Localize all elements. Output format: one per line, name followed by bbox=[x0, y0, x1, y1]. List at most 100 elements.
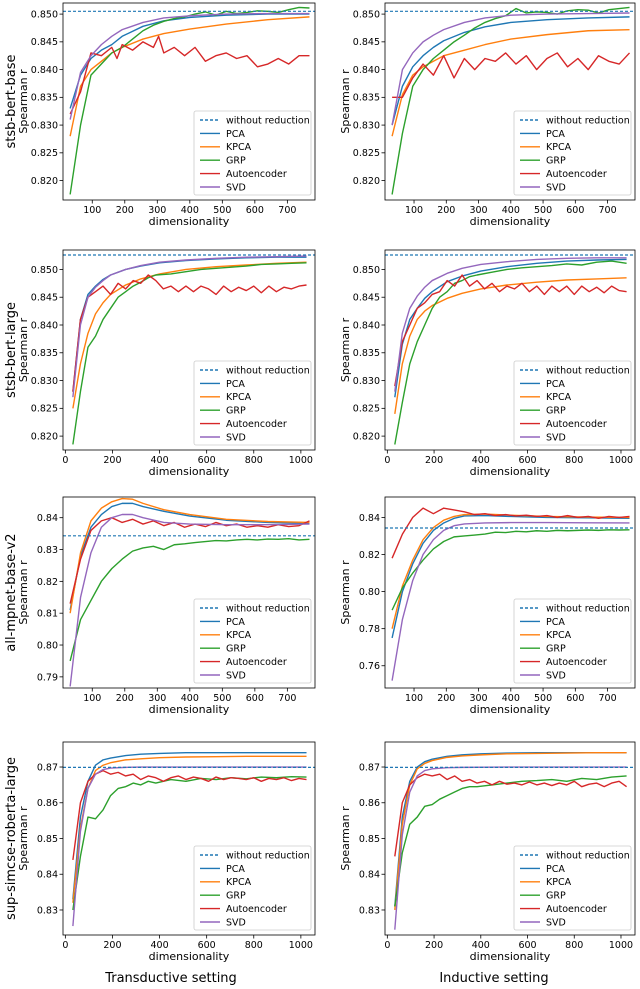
y-tick-label: 0.825 bbox=[31, 404, 58, 415]
series-group bbox=[63, 6, 315, 195]
legend-label-kpca: KPCA bbox=[546, 877, 572, 888]
x-tick-label: 0 bbox=[384, 940, 390, 951]
legend-label-svd: SVD bbox=[546, 917, 566, 928]
y-tick-label: 0.80 bbox=[359, 587, 380, 598]
legend-label-svd: SVD bbox=[226, 917, 246, 928]
x-tick-label: 0 bbox=[62, 940, 68, 951]
series-line-svd bbox=[394, 257, 627, 392]
row-label-model: stsb-bert-base bbox=[4, 55, 19, 149]
series-group bbox=[385, 507, 635, 681]
y-tick-label: 0.86 bbox=[359, 798, 380, 809]
y-tick-label: 0.845 bbox=[353, 293, 380, 304]
series-group bbox=[385, 254, 635, 445]
x-tick-label: 400 bbox=[502, 693, 520, 704]
legend-label-svd: SVD bbox=[546, 182, 566, 193]
y-tick-label: 0.850 bbox=[31, 265, 58, 276]
x-tick-label: 700 bbox=[599, 693, 617, 704]
series-line-pca bbox=[69, 502, 310, 611]
x-tick-label: 200 bbox=[103, 940, 121, 951]
x-tick-label: 600 bbox=[198, 940, 216, 951]
x-tick-label: 800 bbox=[245, 455, 263, 466]
x-tick-label: 400 bbox=[150, 940, 168, 951]
series-line-kpca bbox=[391, 513, 630, 629]
legend: without reduction PCA KPCA GRP Autoencoder SV… bbox=[193, 598, 312, 684]
y-axis-label: Spearman r bbox=[17, 806, 30, 871]
legend-label-without-reduction: without reduction bbox=[226, 850, 310, 861]
series-line-autoencoder bbox=[394, 773, 627, 857]
legend-label-grp: GRP bbox=[546, 156, 566, 167]
y-axis-label: Spearman r bbox=[339, 806, 352, 871]
y-tick-label: 0.830 bbox=[31, 376, 58, 387]
x-axis-label: dimensionality bbox=[149, 950, 230, 963]
x-tick-label: 500 bbox=[213, 205, 231, 216]
series-line-svd bbox=[72, 255, 307, 398]
x-axis-label: dimensionality bbox=[470, 465, 551, 478]
series-line-grp bbox=[394, 775, 627, 907]
y-tick-label: 0.845 bbox=[31, 37, 58, 48]
x-tick-label: 600 bbox=[518, 455, 536, 466]
legend: without reduction PCA KPCA GRP Autoencoder SV… bbox=[513, 110, 632, 196]
y-tick-label: 0.82 bbox=[37, 577, 58, 588]
legend-label-grp: GRP bbox=[546, 644, 566, 655]
x-tick-label: 0 bbox=[384, 455, 390, 466]
series-group bbox=[385, 6, 635, 195]
y-tick-label: 0.79 bbox=[37, 672, 58, 683]
series-line-svd bbox=[391, 12, 630, 126]
x-tick-label: 1000 bbox=[609, 455, 633, 466]
y-tick-label: 0.84 bbox=[359, 870, 380, 881]
legend-label-pca: PCA bbox=[226, 864, 245, 875]
x-tick-label: 400 bbox=[502, 205, 520, 216]
x-tick-label: 400 bbox=[472, 940, 490, 951]
x-axis-label: dimensionality bbox=[149, 215, 230, 228]
legend-label-grp: GRP bbox=[546, 406, 566, 417]
x-tick-label: 300 bbox=[148, 205, 166, 216]
series-line-kpca bbox=[394, 752, 627, 911]
legend-label-svd: SVD bbox=[546, 670, 566, 681]
x-axis-label: dimensionality bbox=[149, 703, 230, 716]
y-tick-label: 0.835 bbox=[31, 93, 58, 104]
series-line-svd bbox=[72, 766, 307, 927]
y-axis-label: Spearman r bbox=[17, 317, 30, 382]
x-tick-label: 200 bbox=[425, 455, 443, 466]
series-line-kpca bbox=[394, 277, 627, 414]
y-tick-label: 0.830 bbox=[353, 376, 380, 387]
legend-label-kpca: KPCA bbox=[226, 142, 252, 153]
x-tick-label: 500 bbox=[534, 693, 552, 704]
series-line-svd bbox=[69, 12, 310, 120]
series-group bbox=[63, 254, 315, 445]
chart-stsb-bert-base-transductive: 100 200 300 400 500 600 700 0.820 0.825 0.830 0.83… bbox=[4, 2, 316, 228]
y-tick-label: 0.78 bbox=[359, 624, 380, 635]
chart-stsb-bert-large-transductive: 0 200 400 600 800 1000 0.820 0.825 0.830 0.835 0.8… bbox=[4, 249, 316, 478]
series-line-autoencoder bbox=[391, 507, 630, 559]
x-tick-label: 400 bbox=[472, 455, 490, 466]
x-tick-label: 300 bbox=[469, 205, 487, 216]
x-tick-label: 500 bbox=[213, 693, 231, 704]
series-line-grp bbox=[391, 529, 630, 611]
x-tick-label: 600 bbox=[518, 940, 536, 951]
y-tick-label: 0.850 bbox=[353, 265, 380, 276]
legend-label-grp: GRP bbox=[226, 156, 246, 167]
legend-label-kpca: KPCA bbox=[226, 392, 252, 403]
legend-label-without-reduction: without reduction bbox=[546, 115, 630, 126]
legend-box bbox=[193, 845, 312, 931]
y-tick-label: 0.85 bbox=[37, 834, 58, 845]
y-tick-label: 0.82 bbox=[359, 550, 380, 561]
x-tick-label: 600 bbox=[198, 455, 216, 466]
legend: without reduction PCA KPCA GRP Autoencoder SV… bbox=[513, 360, 632, 446]
x-tick-label: 600 bbox=[566, 205, 584, 216]
x-tick-label: 100 bbox=[405, 693, 423, 704]
series-line-autoencoder bbox=[72, 274, 307, 392]
y-axis-label: Spearman r bbox=[17, 560, 30, 625]
x-tick-label: 300 bbox=[469, 693, 487, 704]
y-tick-label: 0.825 bbox=[353, 404, 380, 415]
x-tick-label: 100 bbox=[405, 205, 423, 216]
chart-all-mpnet-base-v2-inductive: 100 200 300 400 500 600 700 0.76 0.78 0.80 0.82 0.8… bbox=[339, 496, 636, 716]
series-line-autoencoder bbox=[392, 52, 631, 99]
x-tick-label: 500 bbox=[534, 205, 552, 216]
legend-label-grp: GRP bbox=[226, 644, 246, 655]
y-tick-label: 0.830 bbox=[353, 120, 380, 131]
series-line-pca bbox=[391, 514, 630, 639]
x-tick-label: 1000 bbox=[289, 455, 313, 466]
legend-label-pca: PCA bbox=[546, 129, 565, 140]
